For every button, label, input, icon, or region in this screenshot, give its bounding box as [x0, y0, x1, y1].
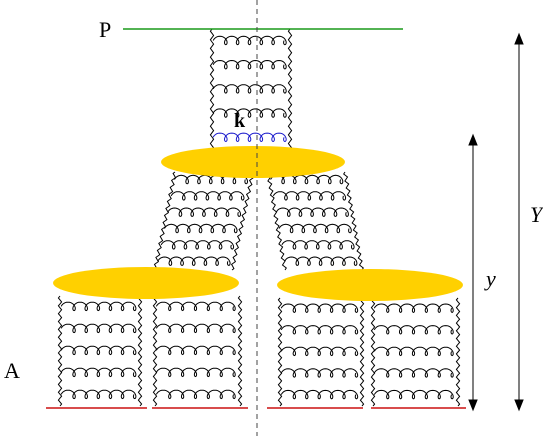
gluon-rung: [272, 191, 347, 201]
gluon-rung: [270, 174, 344, 185]
gluon-rung: [60, 345, 137, 356]
gluon-momentum-label: k: [234, 110, 246, 132]
gluon-rung: [373, 389, 454, 400]
gluon-rung: [280, 368, 359, 378]
ladder-rail: [343, 171, 364, 271]
gluon-rung: [167, 207, 242, 217]
ladder-rail: [287, 28, 293, 151]
gluon-rung: [174, 174, 249, 185]
gluon-rung: [212, 59, 287, 70]
projectile-label: P: [99, 17, 111, 42]
gluon-rung: [160, 240, 235, 250]
gluon-rung: [373, 346, 454, 357]
ladder-rail: [57, 295, 63, 407]
gluon-rung: [60, 367, 137, 378]
gluon-rung: [164, 223, 238, 234]
ladder-rail: [137, 295, 143, 407]
gluon-rung: [373, 303, 454, 313]
gluon-rung: [278, 223, 352, 234]
gluon-rung: [170, 191, 245, 201]
gluon-rung: [155, 345, 236, 356]
ladder-rail: [455, 297, 461, 407]
gluon-rung: [281, 240, 355, 250]
right-vertex-blob: [277, 269, 463, 301]
gluon-rung: [280, 303, 359, 313]
gluon-ladders: [57, 28, 461, 407]
gluon-rung: [60, 389, 137, 400]
gluon-rung: [275, 207, 349, 217]
total-rapidity-label: Y: [530, 202, 543, 227]
ladder-rail: [237, 295, 243, 407]
gluon-rung: [280, 325, 359, 335]
gluon-rung: [280, 389, 359, 400]
gluon-rung: [212, 108, 287, 118]
gluon-rung: [155, 367, 236, 378]
partial-rapidity-label: y: [484, 266, 496, 291]
gluon-rung: [280, 346, 359, 357]
gluon-rung: [155, 323, 236, 334]
gluon-rung: [60, 323, 137, 334]
ladder-rail: [209, 28, 215, 151]
ladder-rail: [359, 297, 365, 407]
gluon-rung: [60, 301, 137, 312]
gluon-rung: [373, 325, 454, 335]
ladder-rail: [152, 295, 158, 407]
gluon-rung: [284, 256, 358, 266]
gluon-rung: [212, 35, 287, 46]
gluon-rung: [212, 84, 287, 94]
ladder-rail: [266, 171, 287, 271]
gluon-rung: [157, 256, 231, 266]
ladder-rail: [230, 171, 255, 271]
gluon-rung: [155, 301, 236, 312]
rapidity-arrow-Y: [514, 32, 524, 412]
k-gluon-rung: [212, 132, 287, 143]
left-vertex-blob: [53, 267, 239, 299]
rapidity-arrow-y: [468, 133, 478, 412]
target-label: A: [4, 358, 20, 383]
gluon-rung: [155, 389, 236, 400]
ladder-rail: [153, 171, 177, 271]
top-vertex-blob: [161, 146, 345, 178]
vertex-blobs: [53, 146, 463, 301]
ladder-rail: [277, 297, 283, 407]
gluon-rung: [373, 368, 454, 378]
ladder-rail: [370, 297, 376, 407]
